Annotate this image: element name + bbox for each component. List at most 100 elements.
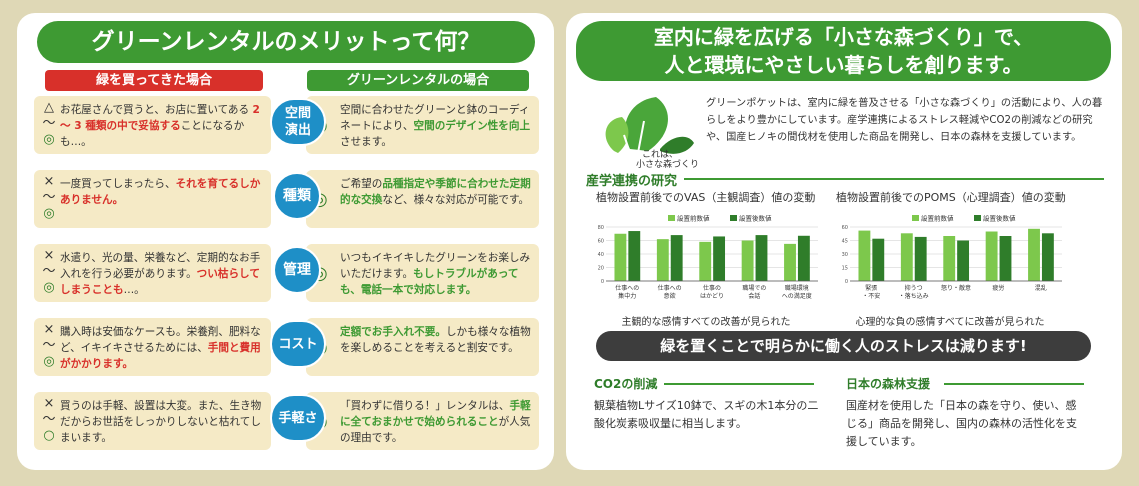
body-text: が人気の理由です。 bbox=[340, 416, 531, 444]
bar bbox=[1041, 233, 1054, 281]
bar bbox=[858, 230, 871, 281]
buy-case-text: お花屋さんで買うと、お店に置いてある 2 ～ 3 種類の中で妥協することになるか… bbox=[60, 102, 265, 150]
rental-case-box: ◎いつもイキイキしたグリーンをお楽しみいただけます。もしトラブルがあっても、電話… bbox=[306, 244, 539, 302]
highlight-red-text: それを育てるしかありません。 bbox=[60, 178, 261, 206]
category-badge: 管理 bbox=[273, 246, 321, 294]
category-badge: 空間 演出 bbox=[270, 98, 326, 146]
legend-swatch bbox=[974, 215, 981, 221]
y-tick-label: 15 bbox=[842, 266, 848, 272]
body-text: 水遣り、光の量、栄養など、定期的なお手入れを行う必要があります。 bbox=[60, 252, 261, 280]
highlight-green-text: 手軽に全ておまかせで始められること bbox=[340, 400, 531, 428]
body-text: お花屋さんで買うと、お店に置いてある bbox=[60, 104, 253, 116]
buy-case-text: 買うのは手軽、設置は大変。また、生き物だからお世話をしっかりしないと枯れてしまい… bbox=[60, 398, 265, 446]
x-tick-label: 集中力 bbox=[618, 292, 636, 300]
buy-case-text: 一度買ってしまったら、それを育てるしかありません。 bbox=[60, 176, 265, 208]
co2-heading: CO2の削減 bbox=[594, 377, 658, 391]
bar bbox=[872, 238, 885, 281]
header-buy: 緑を買ってきた場合 bbox=[45, 70, 263, 91]
co2-heading-rule bbox=[664, 383, 814, 385]
highlight-green-text: 空間のデザイン性を向上 bbox=[413, 120, 531, 132]
rating-marks: × ～ ◎ bbox=[40, 322, 58, 370]
forest-logo-icon: これは、 小さな森づくり bbox=[605, 97, 698, 169]
bar bbox=[957, 240, 970, 281]
highlight-green-text: 定額でお手入れ不要。 bbox=[340, 326, 446, 338]
body-text: 「買わずに借りる！」レンタルは、 bbox=[340, 400, 510, 412]
co2-text: 観葉植物Lサイズ10鉢で、スギの木1本分の二酸化炭素吸収量に相当します。 bbox=[594, 399, 819, 430]
rating-marks: × ～ ○ bbox=[40, 396, 58, 444]
bar bbox=[713, 236, 726, 281]
x-tick-label: ・不安 bbox=[862, 292, 880, 300]
y-tick-label: 60 bbox=[842, 225, 848, 231]
logo-text-2: 小さな森づくり bbox=[636, 158, 698, 169]
y-tick-label: 45 bbox=[842, 239, 848, 245]
comparison-row: × ～ ◎ 水遣り、光の量、栄養など、定期的なお手入れを行う必要があります。つい枯らし… bbox=[34, 244, 539, 302]
rating-marks: × ～ ◎ bbox=[40, 248, 58, 296]
x-tick-label: 職場での bbox=[742, 284, 766, 292]
right-panel-title: 室内に緑を広げる「小さな森づくり」で、 人と環境にやさしい暮らしを創ります。 bbox=[576, 21, 1111, 81]
buy-case-box: × ～ ◎ 水遣り、光の量、栄養など、定期的なお手入れを行う必要があります。つい枯らし… bbox=[34, 244, 271, 302]
rating-mark: ～ bbox=[42, 338, 56, 353]
x-tick-label: 仕事の bbox=[703, 284, 721, 292]
bar bbox=[656, 239, 669, 281]
x-tick-label: 意欲 bbox=[664, 292, 676, 300]
body-text: いつもイキイキしたグリーンをお楽しみいただけます。 bbox=[340, 252, 531, 280]
rating-mark: ◎ bbox=[43, 354, 55, 369]
x-tick-label: 仕事への bbox=[615, 284, 639, 292]
buy-case-box: △ ～ ◎ お花屋さんで買うと、お店に置いてある 2 ～ 3 種類の中で妥協することに… bbox=[34, 96, 271, 154]
body-text: 買うのは手軽、設置は大変。また、生き物だからお世話をしっかりしないと枯れてしまい… bbox=[60, 400, 262, 444]
legend-swatch bbox=[730, 215, 737, 221]
bar bbox=[755, 235, 768, 281]
rental-case-text: 空間に合わせたグリーンと鉢のコーディネートにより、空間のデザイン性を向上させます… bbox=[340, 102, 534, 150]
buy-case-box: × ～ ○ 買うのは手軽、設置は大変。また、生き物だからお世話をしっかりしないと枯れて… bbox=[34, 392, 271, 450]
bar bbox=[784, 243, 796, 281]
rating-mark: × bbox=[43, 174, 55, 189]
research-heading-rule bbox=[684, 178, 1104, 180]
body-text: 空間に合わせたグリーンと鉢のコーディネートにより、 bbox=[340, 104, 530, 132]
left-panel-title: グリーンレンタルのメリットって何？ bbox=[37, 21, 535, 63]
comparison-row: ×～◎一度買ってしまったら、それを育てるしかありません。◎ご希望の品種指定や季節… bbox=[34, 170, 539, 228]
intro-text: グリーンポケットは、室内に緑を普及させる「小さな森づくり」の活動により、人の暮ら… bbox=[706, 98, 1103, 143]
rental-case-text: ご希望の品種指定や季節に合わせた定期的な交換など、様々な対応が可能です。 bbox=[340, 176, 534, 208]
rating-mark: ◎ bbox=[43, 132, 55, 147]
body-text: ことになるかも…。 bbox=[60, 120, 245, 148]
y-tick-label: 30 bbox=[842, 252, 848, 258]
rating-mark: △ bbox=[44, 100, 54, 115]
stress-banner: 緑を置くことで明らかに働く人のストレスは減ります! bbox=[596, 331, 1091, 361]
rating-mark: ◎ bbox=[43, 280, 55, 295]
highlight-green-text: 品種指定や季節に合わせた定期的な交換 bbox=[340, 178, 531, 206]
bar bbox=[741, 240, 754, 281]
y-tick-label: 0 bbox=[845, 279, 848, 285]
legend-label: 設置後数値 bbox=[983, 214, 1016, 223]
rating-marks: △ ～ ◎ bbox=[40, 100, 58, 148]
highlight-red-text: つい枯らしてしまうことも bbox=[60, 268, 260, 296]
rating-mark: ◎ bbox=[43, 206, 55, 221]
bar bbox=[699, 241, 712, 281]
rating-mark: × bbox=[43, 322, 55, 337]
body-text: …。 bbox=[123, 284, 145, 296]
rental-case-box: ◎定額でお手入れ不要。しかも様々な植物を楽しめることを考えると割安です。 bbox=[306, 318, 539, 376]
left-panel: グリーンレンタルのメリットって何？ 緑を買ってきた場合 グリーンレンタルの場合 … bbox=[17, 13, 554, 470]
buy-case-box: × ～ ◎ 一度買ってしまったら、それを育てるしかありません。 bbox=[34, 170, 271, 228]
x-tick-label: への満足度 bbox=[782, 292, 812, 300]
category-badge: 手軽さ bbox=[270, 394, 326, 442]
rating-mark: ～ bbox=[42, 412, 56, 427]
rental-case-text: いつもイキイキしたグリーンをお楽しみいただけます。もしトラブルがあっても、電話一… bbox=[340, 250, 534, 298]
chart1-caption: 主観的な感情すべての改善が見られた bbox=[621, 317, 791, 328]
rental-case-box: ◎ご希望の品種指定や季節に合わせた定期的な交換など、様々な対応が可能です。 bbox=[306, 170, 539, 228]
right-panel: 室内に緑を広げる「小さな森づくり」で、 人と環境にやさしい暮らしを創ります。 こ… bbox=[566, 13, 1122, 470]
body-text: 購入時は安価なケースも。栄養剤、肥料など、イキイキさせるためには、 bbox=[60, 326, 261, 354]
title-line-2: 人と環境にやさしい暮らしを創ります。 bbox=[664, 53, 1023, 77]
bar bbox=[1028, 228, 1040, 281]
rating-mark: ～ bbox=[42, 264, 56, 279]
category-badge: 種類 bbox=[273, 172, 321, 220]
rating-mark: ～ bbox=[42, 116, 56, 131]
bar bbox=[943, 236, 956, 281]
x-tick-label: 仕事への bbox=[658, 284, 682, 292]
x-tick-label: 疲労 bbox=[992, 284, 1004, 292]
buy-case-box: × ～ ◎ 購入時は安価なケースも。栄養剤、肥料など、イキイキさせるためには、手間と費… bbox=[34, 318, 271, 376]
body-text: 一度買ってしまったら、 bbox=[60, 178, 176, 190]
chart2-title: 植物設置前後でのPOMS（心理調査）値の変動 bbox=[836, 191, 1066, 204]
comparison-row: × ～ ◎ 購入時は安価なケースも。栄養剤、肥料など、イキイキさせるためには、手間と費… bbox=[34, 318, 539, 376]
